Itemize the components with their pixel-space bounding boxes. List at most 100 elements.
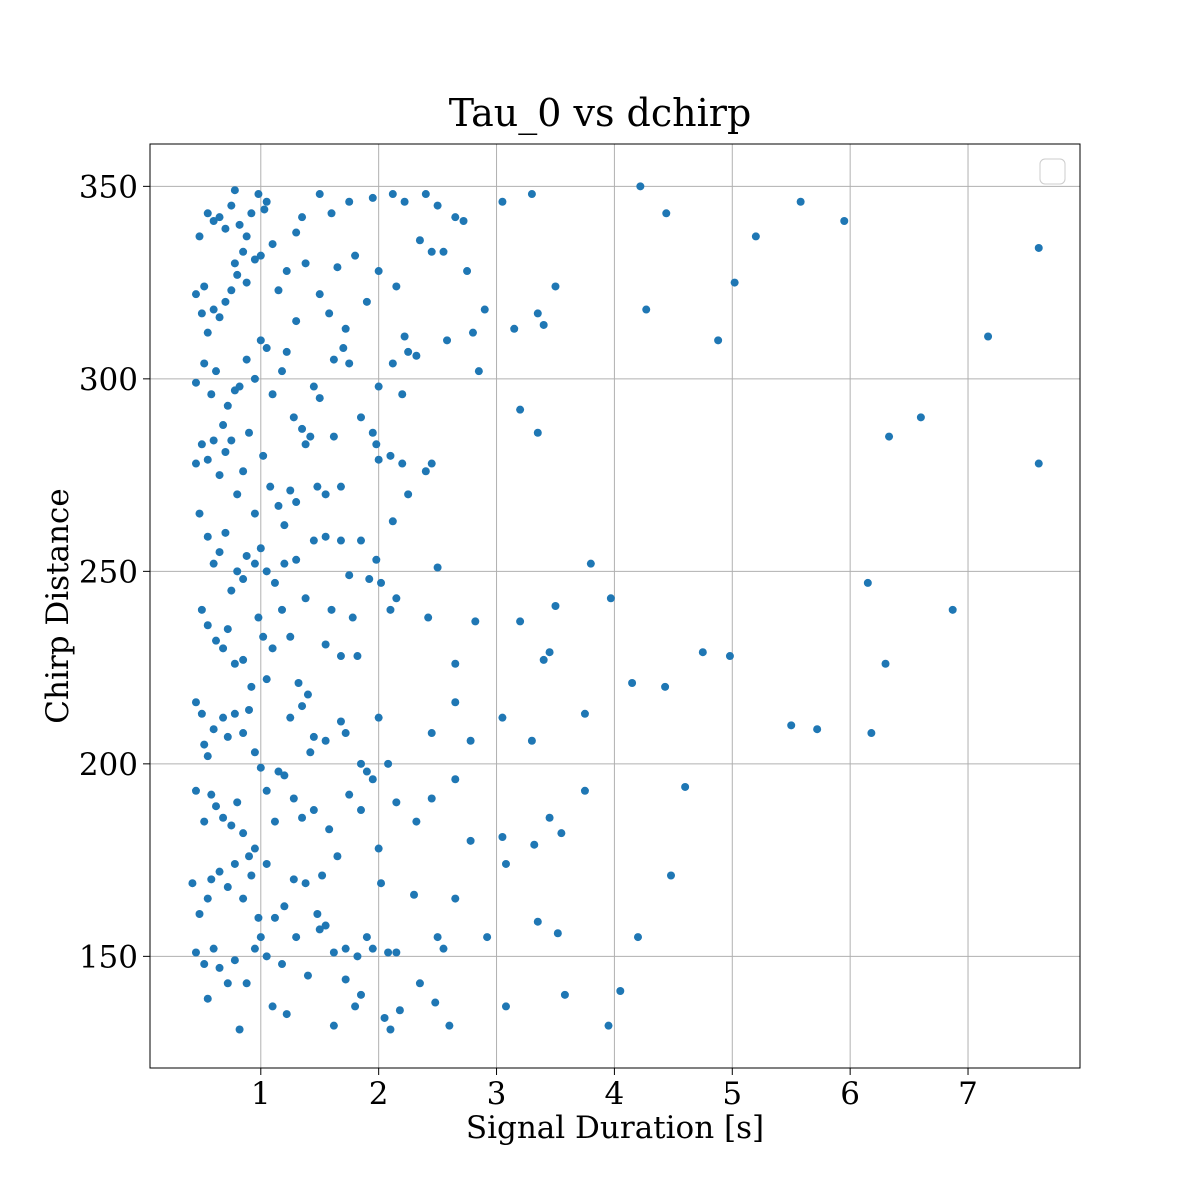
scatter-point xyxy=(374,455,383,464)
scatter-point xyxy=(230,659,239,668)
scatter-point xyxy=(233,490,242,499)
scatter-point xyxy=(433,563,442,572)
scatter-point xyxy=(203,328,212,337)
scatter-point xyxy=(351,1002,360,1011)
scatter-point xyxy=(1034,459,1043,468)
scatter-point xyxy=(443,336,452,345)
scatter-point xyxy=(533,917,542,926)
scatter-point xyxy=(242,979,251,988)
scatter-point xyxy=(303,971,312,980)
scatter-point xyxy=(353,652,362,661)
scatter-point xyxy=(560,990,569,999)
scatter-point xyxy=(262,786,271,795)
scatter-point xyxy=(445,1021,454,1030)
scatter-point xyxy=(386,451,395,460)
scatter-point xyxy=(235,220,244,229)
scatter-point xyxy=(412,817,421,826)
scatter-point xyxy=(586,559,595,568)
scatter-point xyxy=(388,190,397,199)
scatter-point xyxy=(274,767,283,776)
scatter-point xyxy=(315,290,324,299)
scatter-point xyxy=(219,421,228,430)
scatter-point xyxy=(501,1002,510,1011)
scatter-point xyxy=(374,267,383,276)
scatter-point xyxy=(415,979,424,988)
scatter-point xyxy=(483,933,492,942)
scatter-point xyxy=(813,725,822,734)
scatter-point xyxy=(262,344,271,353)
scatter-point xyxy=(388,517,397,526)
scatter-point xyxy=(327,605,336,614)
scatter-point xyxy=(292,228,301,237)
scatter-point xyxy=(463,267,472,276)
scatter-point xyxy=(203,621,212,630)
scatter-point xyxy=(459,217,468,225)
scatter-point xyxy=(280,521,289,530)
scatter-point xyxy=(219,713,228,722)
scatter-point xyxy=(203,532,212,541)
scatter-point xyxy=(451,894,460,903)
scatter-point xyxy=(230,956,239,965)
scatter-point xyxy=(309,732,318,741)
scatter-point xyxy=(262,567,271,576)
scatter-point xyxy=(268,390,277,399)
scatter-point xyxy=(530,840,539,849)
scatter-point xyxy=(498,713,507,722)
scatter-point xyxy=(321,490,330,499)
scatter-point xyxy=(254,913,263,922)
scatter-point xyxy=(274,501,283,510)
scatter-point xyxy=(239,467,248,476)
scatter-point xyxy=(212,367,221,376)
scatter-point xyxy=(301,259,310,268)
y-axis-label: Chirp Distance xyxy=(40,488,76,723)
scatter-point xyxy=(374,382,383,391)
scatter-point xyxy=(247,871,256,880)
scatter-point xyxy=(230,186,239,195)
scatter-point xyxy=(278,367,287,376)
scatter-point xyxy=(315,925,324,934)
scatter-point xyxy=(200,282,209,291)
scatter-point xyxy=(863,578,872,587)
scatter-point xyxy=(309,806,318,815)
scatter-point xyxy=(386,605,395,614)
scatter-point xyxy=(197,709,206,718)
x-tick-label: 5 xyxy=(722,1076,742,1112)
scatter-point xyxy=(885,432,894,441)
scatter-point xyxy=(404,490,413,499)
scatter-point xyxy=(219,644,228,653)
scatter-point xyxy=(212,802,221,811)
scatter-point xyxy=(356,413,365,422)
scatter-point xyxy=(254,613,263,622)
scatter-point xyxy=(633,933,642,942)
scatter-point xyxy=(239,247,248,256)
scatter-point xyxy=(294,679,303,687)
scatter-point xyxy=(215,471,224,480)
scatter-point xyxy=(433,933,442,942)
chart-title: Tau_0 vs dchirp xyxy=(449,91,752,136)
scatter-point xyxy=(380,1013,389,1022)
scatter-point xyxy=(191,698,200,707)
scatter-point xyxy=(239,894,248,903)
scatter-point xyxy=(250,944,259,953)
scatter-point xyxy=(197,309,206,318)
scatter-point xyxy=(374,713,383,722)
scatter-point xyxy=(230,859,239,868)
scatter-point xyxy=(227,821,236,830)
scatter-point xyxy=(433,201,442,210)
scatter-point xyxy=(580,709,589,718)
scatter-point xyxy=(356,759,365,768)
scatter-point xyxy=(203,209,212,218)
scatter-point xyxy=(292,555,301,564)
scatter-point xyxy=(345,571,354,580)
scatter-point xyxy=(223,625,232,634)
scatter-point xyxy=(439,944,448,953)
scatter-point xyxy=(298,702,307,711)
scatter-point xyxy=(262,952,271,961)
scatter-point xyxy=(230,709,239,718)
scatter-point xyxy=(468,328,477,337)
scatter-point xyxy=(200,740,209,749)
scatter-point xyxy=(368,775,377,784)
scatter-point xyxy=(384,759,393,768)
scatter-point xyxy=(916,413,925,422)
scatter-point xyxy=(336,717,345,726)
